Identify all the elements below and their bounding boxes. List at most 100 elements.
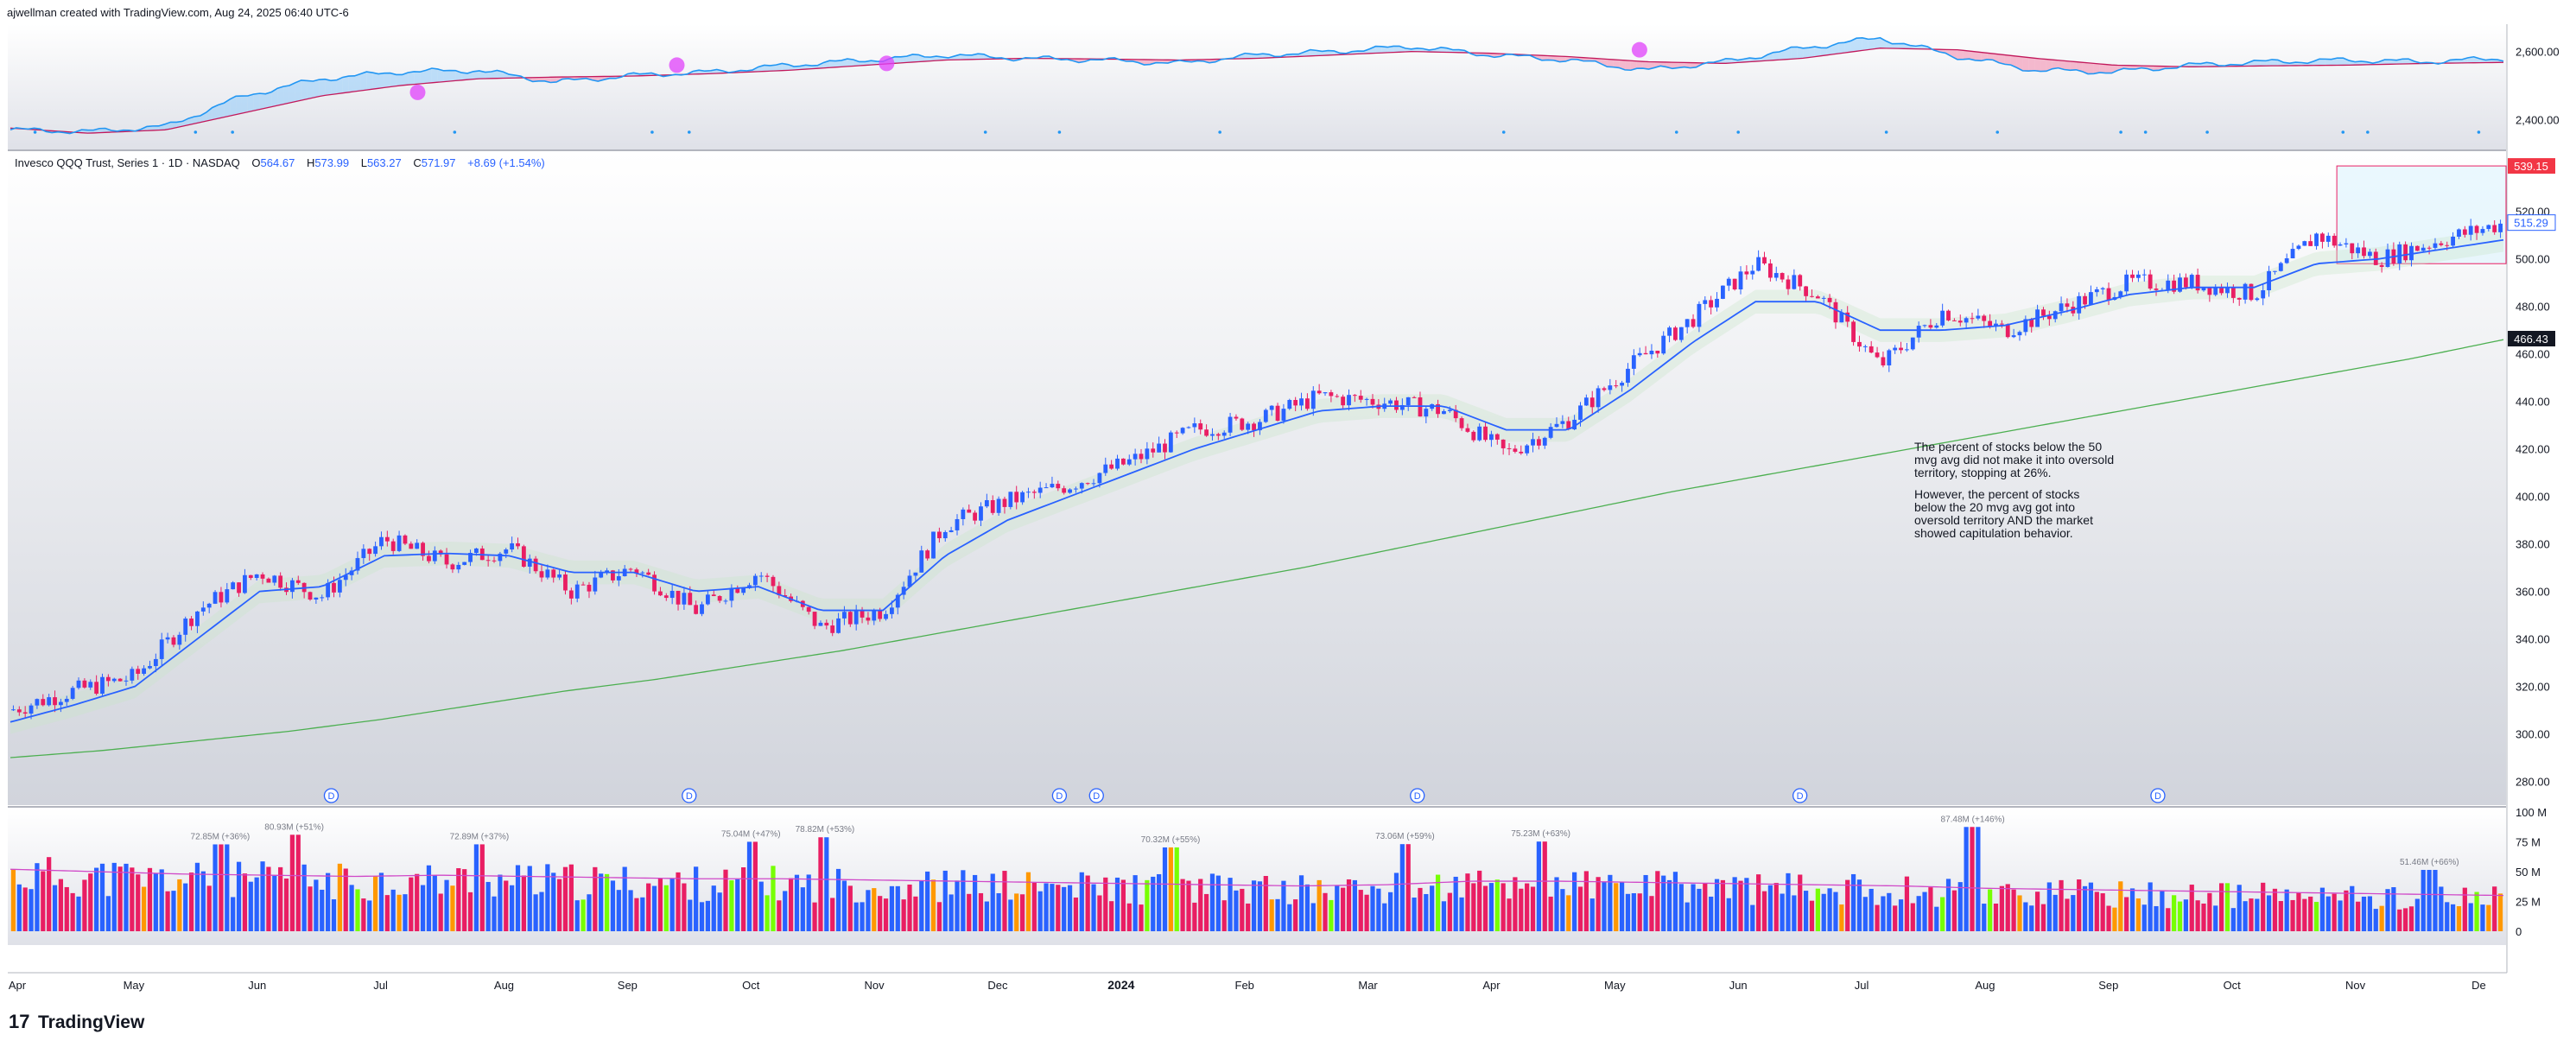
candle[interactable] <box>2189 273 2194 289</box>
candle[interactable] <box>1596 385 1601 413</box>
volume-bar[interactable] <box>895 885 900 931</box>
candle[interactable] <box>64 695 69 707</box>
dividend-marker[interactable]: D <box>323 788 339 803</box>
volume-bar[interactable] <box>2325 896 2331 931</box>
volume-bar[interactable] <box>1619 881 1625 931</box>
candle[interactable] <box>1507 442 1512 455</box>
candle[interactable] <box>355 551 360 575</box>
dividend-marker[interactable]: D <box>1410 788 1425 803</box>
volume-bar[interactable] <box>2319 887 2325 931</box>
candle[interactable] <box>510 536 515 553</box>
volume-bar[interactable] <box>651 885 657 931</box>
volume-bar[interactable] <box>1441 901 1447 931</box>
volume-bar[interactable] <box>640 897 645 931</box>
candle[interactable] <box>130 666 135 684</box>
candle[interactable] <box>1554 417 1559 428</box>
volume-bar[interactable] <box>1346 879 1352 931</box>
candle[interactable] <box>2350 243 2355 260</box>
volume-bar[interactable] <box>1709 896 1714 931</box>
volume-bar[interactable] <box>1085 875 1090 931</box>
volume-bar[interactable] <box>130 867 135 931</box>
volume-bar[interactable] <box>533 894 538 931</box>
volume-bar[interactable] <box>1471 883 1476 931</box>
volume-bar[interactable] <box>2218 883 2224 931</box>
candle[interactable] <box>2100 287 2105 295</box>
volume-bar[interactable] <box>2296 892 2301 931</box>
candle[interactable] <box>527 554 532 574</box>
volume-bar[interactable] <box>1174 847 1179 931</box>
volume-bar[interactable] <box>64 886 69 931</box>
volume-bar[interactable] <box>1970 827 1975 931</box>
volume-bar[interactable] <box>1780 893 1785 931</box>
candle[interactable] <box>1323 391 1328 397</box>
volume-bar[interactable] <box>2040 904 2046 931</box>
volume-bar[interactable] <box>835 868 841 931</box>
volume-bar[interactable] <box>942 870 948 931</box>
candle[interactable] <box>1180 427 1185 435</box>
volume-bar[interactable] <box>1999 885 2004 931</box>
candle[interactable] <box>1163 439 1167 460</box>
volume-bar[interactable] <box>723 869 728 931</box>
volume-bar[interactable] <box>438 893 443 931</box>
candle[interactable] <box>59 698 63 713</box>
volume-bar[interactable] <box>1661 875 1666 931</box>
volume-bar[interactable] <box>669 878 675 931</box>
candle[interactable] <box>2106 282 2111 306</box>
volume-bar[interactable] <box>1459 897 1464 931</box>
candle[interactable] <box>367 548 372 562</box>
volume-bar[interactable] <box>2046 882 2052 931</box>
candle[interactable] <box>260 572 265 585</box>
candle[interactable] <box>1210 428 1215 441</box>
volume-bar[interactable] <box>2480 904 2485 931</box>
volume-bar[interactable] <box>94 867 99 931</box>
candle[interactable] <box>1946 309 1951 321</box>
volume-bar[interactable] <box>1002 871 1007 931</box>
candle[interactable] <box>22 706 28 718</box>
candle[interactable] <box>1133 448 1138 466</box>
volume-bar[interactable] <box>883 898 889 931</box>
volume-bar[interactable] <box>2237 885 2242 931</box>
volume-bar[interactable] <box>1898 899 1904 931</box>
candle[interactable] <box>1085 482 1090 485</box>
candle[interactable] <box>2492 220 2497 235</box>
volume-bar[interactable] <box>16 884 22 931</box>
volume-bar[interactable] <box>2160 890 2165 931</box>
candle[interactable] <box>1252 422 1256 437</box>
volume-bar[interactable] <box>1139 904 1144 931</box>
volume-bar[interactable] <box>765 895 770 931</box>
candle[interactable] <box>853 605 859 631</box>
volume-bar[interactable] <box>254 877 259 931</box>
candle[interactable] <box>278 572 283 591</box>
candle[interactable] <box>2320 232 2325 249</box>
candle[interactable] <box>1762 251 1767 265</box>
candle[interactable] <box>545 564 550 580</box>
candle[interactable] <box>1715 292 1719 312</box>
candle[interactable] <box>2041 307 2046 320</box>
candle[interactable] <box>1821 295 1826 305</box>
volume-bar[interactable] <box>777 900 782 931</box>
candle[interactable] <box>1744 265 1749 280</box>
candle[interactable] <box>171 635 176 648</box>
candle[interactable] <box>593 570 598 595</box>
volume-bar[interactable] <box>153 873 158 931</box>
volume-bar[interactable] <box>2088 882 2094 931</box>
candle[interactable] <box>1976 308 1981 320</box>
candle[interactable] <box>1881 351 1886 368</box>
candle[interactable] <box>1263 408 1268 423</box>
candle[interactable] <box>361 544 366 564</box>
volume-bar[interactable] <box>456 868 461 931</box>
candle[interactable] <box>1394 397 1399 413</box>
volume-bar[interactable] <box>2195 900 2200 931</box>
candle[interactable] <box>295 575 301 586</box>
volume-bar[interactable] <box>930 879 936 931</box>
candle[interactable] <box>272 574 277 586</box>
candle[interactable] <box>1221 430 1227 439</box>
volume-bar[interactable] <box>485 881 491 931</box>
volume-bar[interactable] <box>2071 895 2076 931</box>
candle[interactable] <box>195 611 200 633</box>
volume-bar[interactable] <box>1964 827 1969 931</box>
volume-bar[interactable] <box>515 865 521 932</box>
volume-bar[interactable] <box>1839 904 1844 931</box>
candle[interactable] <box>925 549 930 561</box>
volume-bar[interactable] <box>343 868 348 931</box>
